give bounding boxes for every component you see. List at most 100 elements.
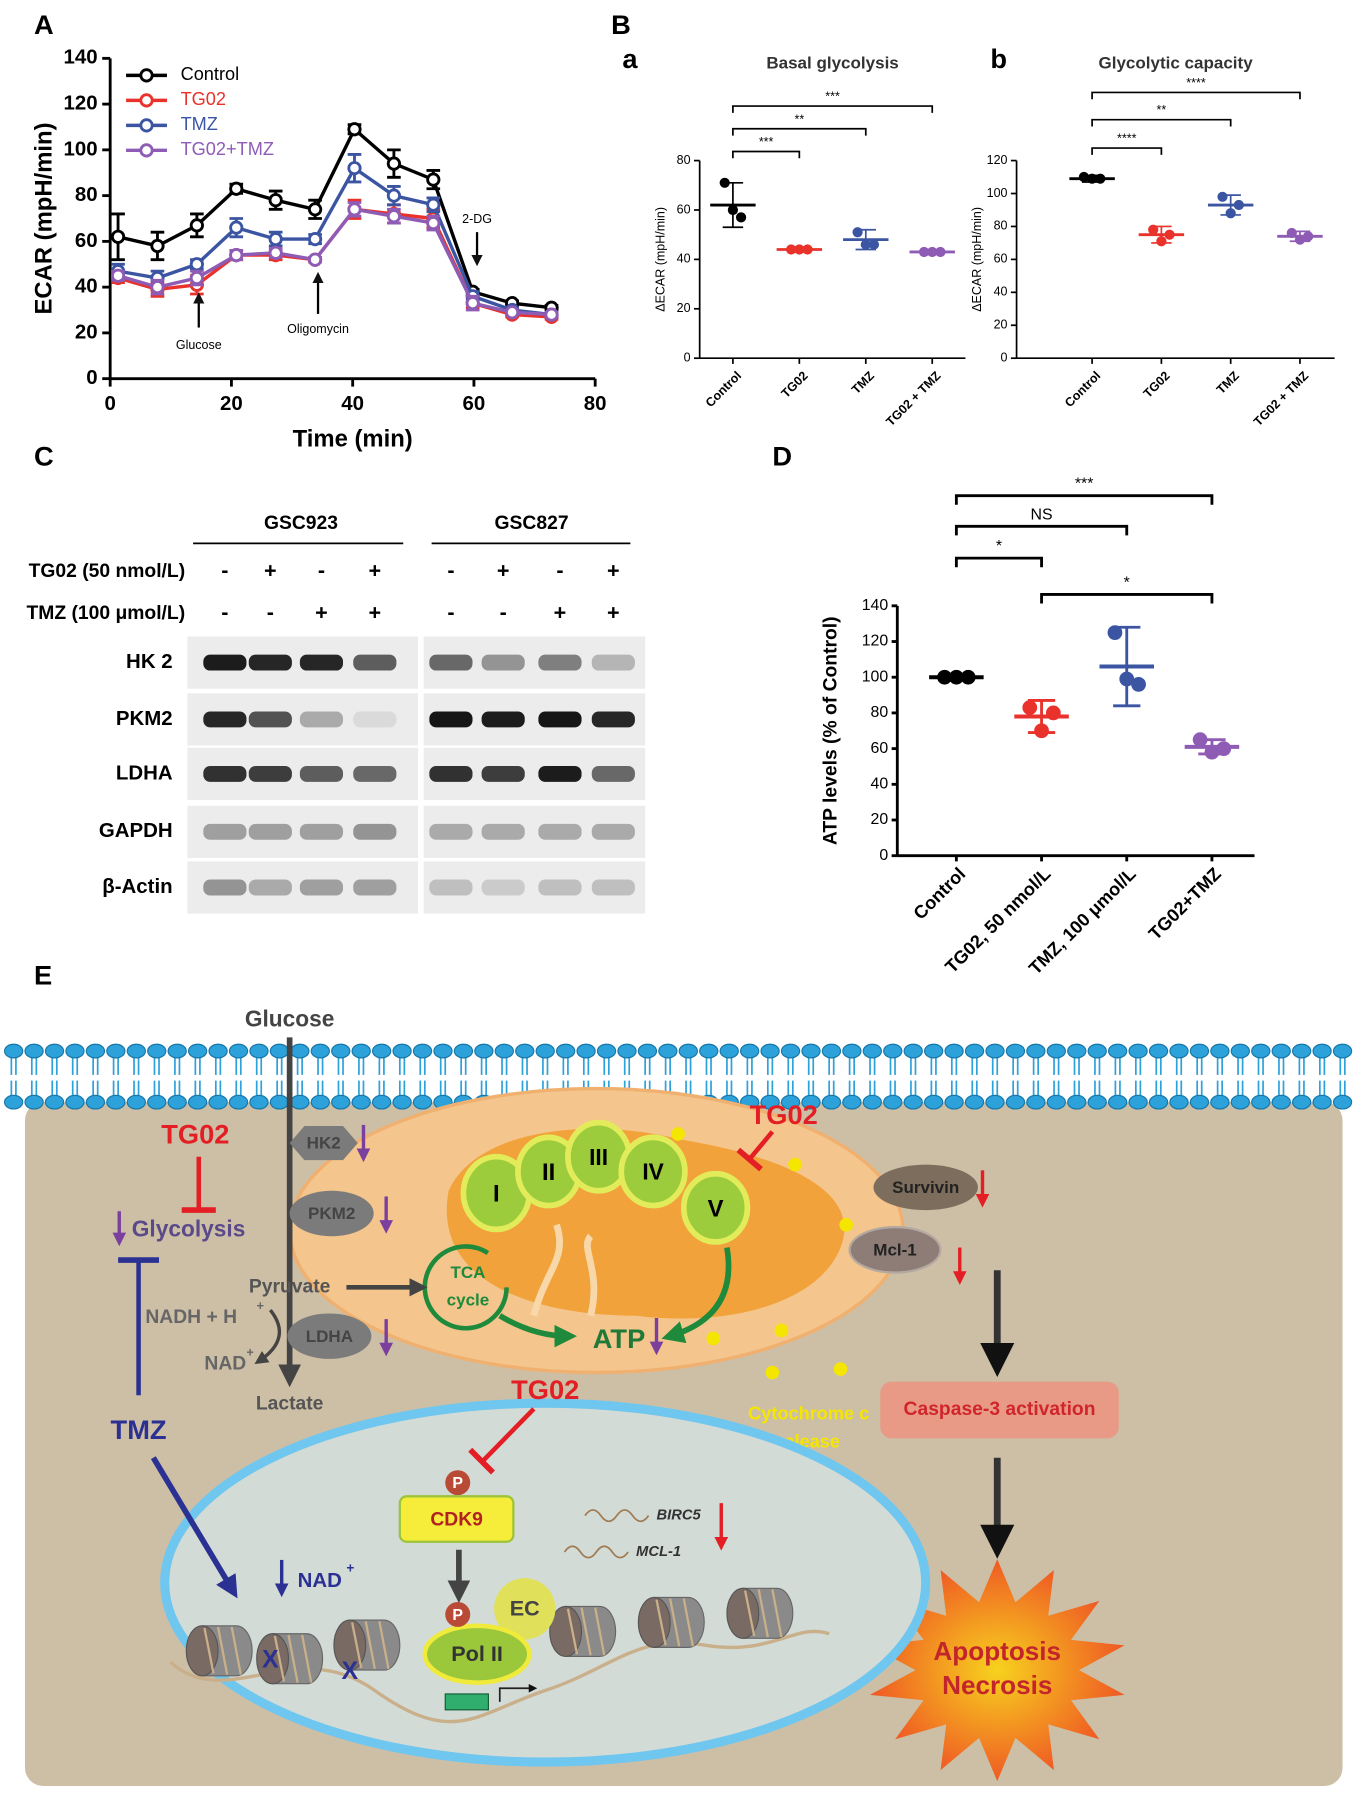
band xyxy=(591,711,635,728)
panel-label: C xyxy=(34,440,54,471)
lipid-head xyxy=(392,1094,412,1110)
lipid-head xyxy=(249,1043,269,1059)
lipid-head xyxy=(1128,1043,1148,1059)
mcl1-node xyxy=(848,1225,942,1274)
y-axis-label: ΔECAR (mpH/min) xyxy=(653,207,667,312)
lipid-head xyxy=(944,1094,964,1110)
significance-bracket xyxy=(954,524,1129,536)
dot xyxy=(774,1323,789,1338)
nucleosome-face xyxy=(549,1605,583,1658)
node-label: HK2 xyxy=(307,1134,341,1153)
drug-label: TG02 xyxy=(161,1118,229,1149)
tca-label: TCA xyxy=(450,1263,485,1282)
legend-label: TG02 xyxy=(181,89,226,109)
lipid-head xyxy=(453,1043,474,1059)
band xyxy=(429,765,473,782)
nucleus xyxy=(160,1398,931,1767)
treatment-sign: - xyxy=(267,599,274,624)
y-tick-label: 120 xyxy=(862,633,889,650)
blot-panel xyxy=(423,861,646,914)
lipid-head xyxy=(699,1043,719,1059)
band xyxy=(429,711,473,728)
lipid-head xyxy=(1108,1043,1128,1059)
data-point xyxy=(426,197,441,212)
node-label: Mcl-1 xyxy=(873,1240,916,1259)
data-point xyxy=(735,212,747,223)
treatment-sign: + xyxy=(369,557,382,582)
annotation: Glucose xyxy=(176,338,222,352)
band xyxy=(248,879,292,896)
node-label: PKM2 xyxy=(308,1204,355,1223)
lipid-head xyxy=(3,1094,24,1110)
dot xyxy=(839,1218,854,1232)
data-point xyxy=(1217,191,1228,202)
lipid-head xyxy=(1067,1094,1087,1110)
significance-label: * xyxy=(996,538,1002,555)
data-point xyxy=(868,239,880,250)
data-point xyxy=(229,181,244,196)
band xyxy=(429,879,473,896)
band xyxy=(481,765,525,782)
lipid-head xyxy=(862,1043,882,1059)
band xyxy=(299,823,344,840)
y-tick-label: 80 xyxy=(677,153,691,167)
nucleosome-face xyxy=(256,1633,290,1685)
dna-wrap xyxy=(743,1589,783,1638)
lipid-head xyxy=(842,1094,862,1110)
lipid-head xyxy=(1189,1043,1210,1059)
y-axis-label: ECAR (mpH/min) xyxy=(31,122,58,314)
y-tick-label: 0 xyxy=(879,847,888,864)
y-tick-label: 20 xyxy=(871,811,889,828)
node-label: EC xyxy=(510,1596,540,1621)
protein-label: β-Actin xyxy=(102,875,172,898)
lipid-head xyxy=(412,1094,433,1110)
panel-label: A xyxy=(34,9,54,40)
complex-label: II xyxy=(542,1159,555,1186)
lipid-head xyxy=(1046,1043,1066,1059)
significance-bracket xyxy=(954,556,1043,568)
band xyxy=(591,823,635,840)
data-point xyxy=(1107,625,1123,640)
treatment-sign: + xyxy=(369,599,382,624)
y-tick-label: 80 xyxy=(75,183,98,206)
lipid-head xyxy=(474,1043,494,1059)
lipid-head xyxy=(371,1094,392,1110)
lipid-head xyxy=(249,1094,269,1110)
lipid-head xyxy=(760,1094,780,1110)
arrow xyxy=(498,1313,578,1348)
band xyxy=(481,654,525,671)
band xyxy=(299,654,344,671)
protein-label: LDHA xyxy=(116,761,173,784)
data-point xyxy=(307,202,323,217)
lipid-head xyxy=(985,1094,1005,1110)
annotation: Oligomycin xyxy=(287,322,349,336)
drug-label: TMZ xyxy=(111,1414,167,1445)
inhibition xyxy=(747,1130,775,1161)
x-tick-label: 20 xyxy=(220,392,243,415)
x-tick-label: Control xyxy=(910,864,970,924)
data-point xyxy=(307,252,323,267)
lipid-head xyxy=(1128,1094,1148,1110)
lipid-head xyxy=(167,1094,187,1110)
survivin-node xyxy=(873,1164,978,1211)
mrna xyxy=(584,1509,650,1523)
x-tick-label: 0 xyxy=(104,392,115,415)
treatment-sign: + xyxy=(554,599,567,624)
band xyxy=(538,823,582,840)
lipid-head xyxy=(1210,1094,1230,1110)
data-point xyxy=(1022,700,1038,715)
mrna xyxy=(563,1545,629,1559)
cdk9-label: CDK9 xyxy=(430,1509,483,1530)
treatment-sign: + xyxy=(264,557,277,582)
x-tick-label: Control xyxy=(703,369,744,410)
lipid-head xyxy=(392,1043,412,1059)
data-point xyxy=(465,296,480,311)
lipid-head xyxy=(310,1094,330,1110)
x-tick-label: TG02 xyxy=(1141,369,1173,401)
band xyxy=(353,765,397,782)
protein-label: HK 2 xyxy=(126,650,173,673)
y-tick-label: 40 xyxy=(75,275,98,298)
lipid-head xyxy=(351,1043,371,1059)
lipid-head xyxy=(739,1043,760,1059)
